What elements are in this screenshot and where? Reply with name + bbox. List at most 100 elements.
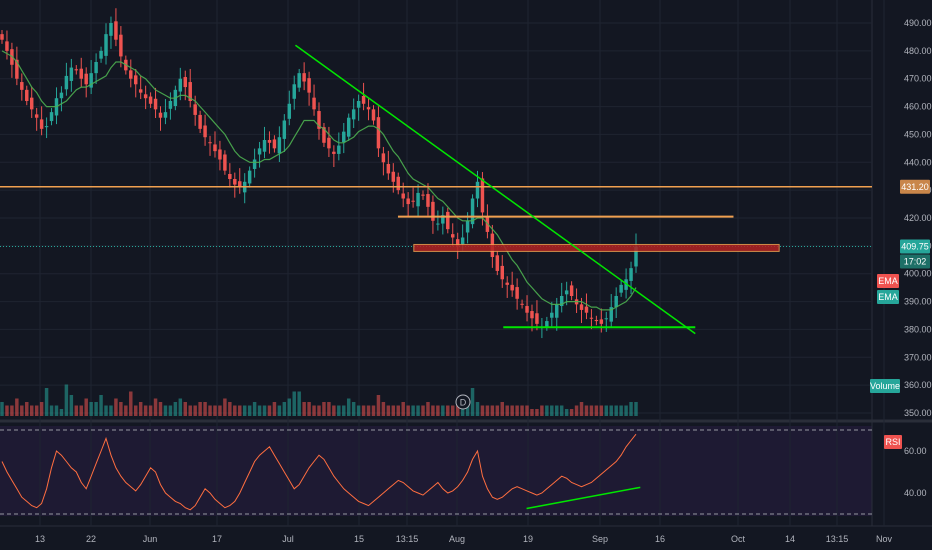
candle-body	[525, 306, 529, 313]
volume-bar	[386, 405, 391, 416]
time-tick-label: Aug	[449, 534, 465, 544]
candle-body	[460, 237, 465, 245]
resistance-price-tag-bg	[900, 179, 930, 194]
candle-body	[530, 311, 534, 319]
candle-body	[465, 220, 470, 233]
volume-bar	[257, 405, 262, 416]
candle-body	[59, 92, 64, 99]
candle-body	[634, 246, 638, 267]
ema-slow-tag-label: EMA	[878, 292, 898, 302]
candle-body	[188, 82, 192, 101]
candle-body	[317, 111, 321, 129]
price-tick-label: 370.00	[904, 352, 932, 362]
candle-body	[614, 296, 618, 308]
candle-body	[148, 96, 153, 104]
volume-bar	[604, 405, 609, 416]
candle-body	[327, 137, 331, 149]
time-tick-label: 14	[785, 534, 795, 544]
volume-bar	[411, 405, 415, 416]
price-pane[interactable]	[0, 0, 872, 418]
candle-body	[213, 144, 217, 152]
volume-bar	[589, 405, 594, 416]
volume-bar	[351, 402, 356, 416]
candle-body	[609, 307, 613, 322]
candle-body	[84, 73, 88, 85]
candle-body	[119, 34, 123, 57]
volume-bar	[569, 409, 574, 416]
price-tick-label: 440.00	[904, 157, 932, 167]
candle-body	[376, 117, 381, 149]
volume-bar	[371, 405, 376, 416]
volume-bar	[624, 405, 628, 416]
volume-bar	[342, 405, 346, 416]
candle-body	[619, 284, 623, 293]
volume-bar	[148, 405, 153, 416]
volume-bar	[247, 405, 252, 416]
volume-bar	[361, 405, 366, 416]
ema-slow-tag-bg	[877, 290, 899, 304]
candle-body	[129, 70, 133, 79]
volume-bar	[0, 402, 4, 416]
candle-body	[396, 176, 400, 191]
candle-body	[446, 211, 450, 230]
rsi-tag-label: RSI	[885, 437, 900, 447]
volume-bar	[441, 405, 445, 416]
volume-bar	[510, 405, 514, 416]
volume-bar	[317, 405, 321, 416]
candle-body	[406, 198, 410, 205]
rsi-series-line	[1, 433, 637, 511]
candle-body	[332, 151, 336, 154]
volume-bar	[54, 405, 59, 416]
volume-bar	[79, 405, 83, 416]
candle-body	[510, 284, 514, 291]
volume-bar	[564, 409, 569, 416]
volume-bar	[143, 405, 148, 416]
volume-bar	[49, 405, 54, 416]
volume-bar	[44, 388, 49, 416]
time-tick-label: Nov	[876, 534, 893, 544]
volume-bar	[242, 405, 247, 416]
candle-body	[272, 139, 277, 149]
time-tick-label: 22	[86, 534, 96, 544]
volume-bar	[451, 405, 455, 416]
volume-bar	[307, 402, 311, 416]
volume-bar	[223, 398, 227, 416]
candle-body	[361, 95, 366, 104]
volume-bars: D	[0, 384, 638, 416]
drawing-overlays	[0, 44, 872, 335]
volume-bar	[203, 402, 207, 416]
candle-body	[134, 75, 138, 85]
volume-bar	[168, 405, 173, 416]
volume-bar	[228, 402, 232, 416]
volume-bar	[530, 409, 534, 416]
candle-body	[604, 318, 609, 320]
candle-body	[594, 319, 599, 322]
volume-bar	[634, 402, 638, 416]
candle-body	[500, 265, 504, 280]
volume-bar	[183, 402, 187, 416]
volume-bar	[267, 405, 272, 416]
volume-bar	[193, 405, 197, 416]
candle-body	[183, 77, 187, 88]
time-tick-label: Sep	[592, 534, 608, 544]
candle-body	[451, 234, 455, 238]
grid	[0, 0, 885, 526]
time-tick-label: 13:15	[826, 534, 849, 544]
candle-body	[203, 125, 207, 138]
candle-body	[49, 112, 54, 122]
candle-body	[233, 179, 237, 185]
price-tags: 431.20 409.75 17:02 EMA EMA Volume RSI	[870, 179, 930, 449]
rsi-pane[interactable]	[0, 426, 872, 516]
volume-tag-bg	[870, 379, 900, 393]
candle-body	[143, 94, 148, 99]
candle-body	[208, 142, 212, 144]
time-tick-label: Jun	[143, 534, 158, 544]
volume-bar	[312, 405, 316, 416]
supply-zone-rect	[413, 243, 780, 252]
rsi-tick-label: 60.00	[904, 446, 927, 456]
candle-body	[34, 114, 39, 118]
volume-bar	[109, 405, 113, 416]
candle-body	[20, 82, 24, 90]
